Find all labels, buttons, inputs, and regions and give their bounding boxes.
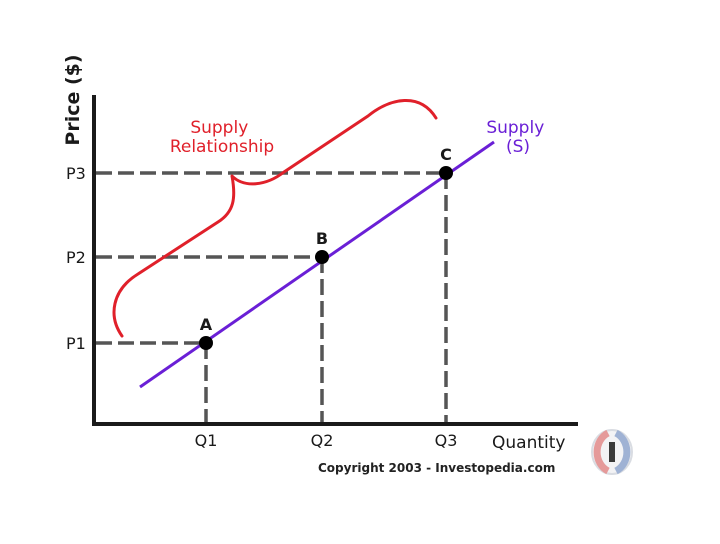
y-tick-labels: P1 P2 P3 [66,164,86,353]
x-tick-labels: Q1 Q2 Q3 [195,431,458,450]
y-axis-title: Price ($) [62,54,84,145]
supply-relationship-brace [112,99,438,338]
x-tick-Q1: Q1 [195,431,218,450]
supply-relationship-line-2: Relationship [170,137,274,157]
y-tick-P1: P1 [66,334,86,353]
y-tick-P3: P3 [66,164,86,183]
guide-lines [96,171,448,422]
investopedia-logo-icon [591,429,633,475]
y-tick-P2: P2 [66,248,86,267]
point-label-C: C [440,145,452,164]
point-C [439,166,453,180]
supply-series-line-2: (S) [506,137,530,157]
point-label-A: A [200,315,213,334]
supply-points: A B C [199,145,453,350]
x-axis-title: Quantity [492,433,565,453]
point-A [199,336,213,350]
x-tick-Q3: Q3 [435,431,458,450]
supply-series-label: Supply (S) [486,118,549,157]
supply-line [139,140,495,389]
supply-relationship-label: Supply Relationship [170,118,274,157]
supply-relationship-line-1: Supply [190,118,248,138]
x-tick-Q2: Q2 [311,431,334,450]
copyright-text: Copyright 2003 - Investopedia.com [318,461,555,475]
point-label-B: B [316,229,328,248]
point-B [315,250,329,264]
supply-series-line-1: Supply [486,118,544,138]
